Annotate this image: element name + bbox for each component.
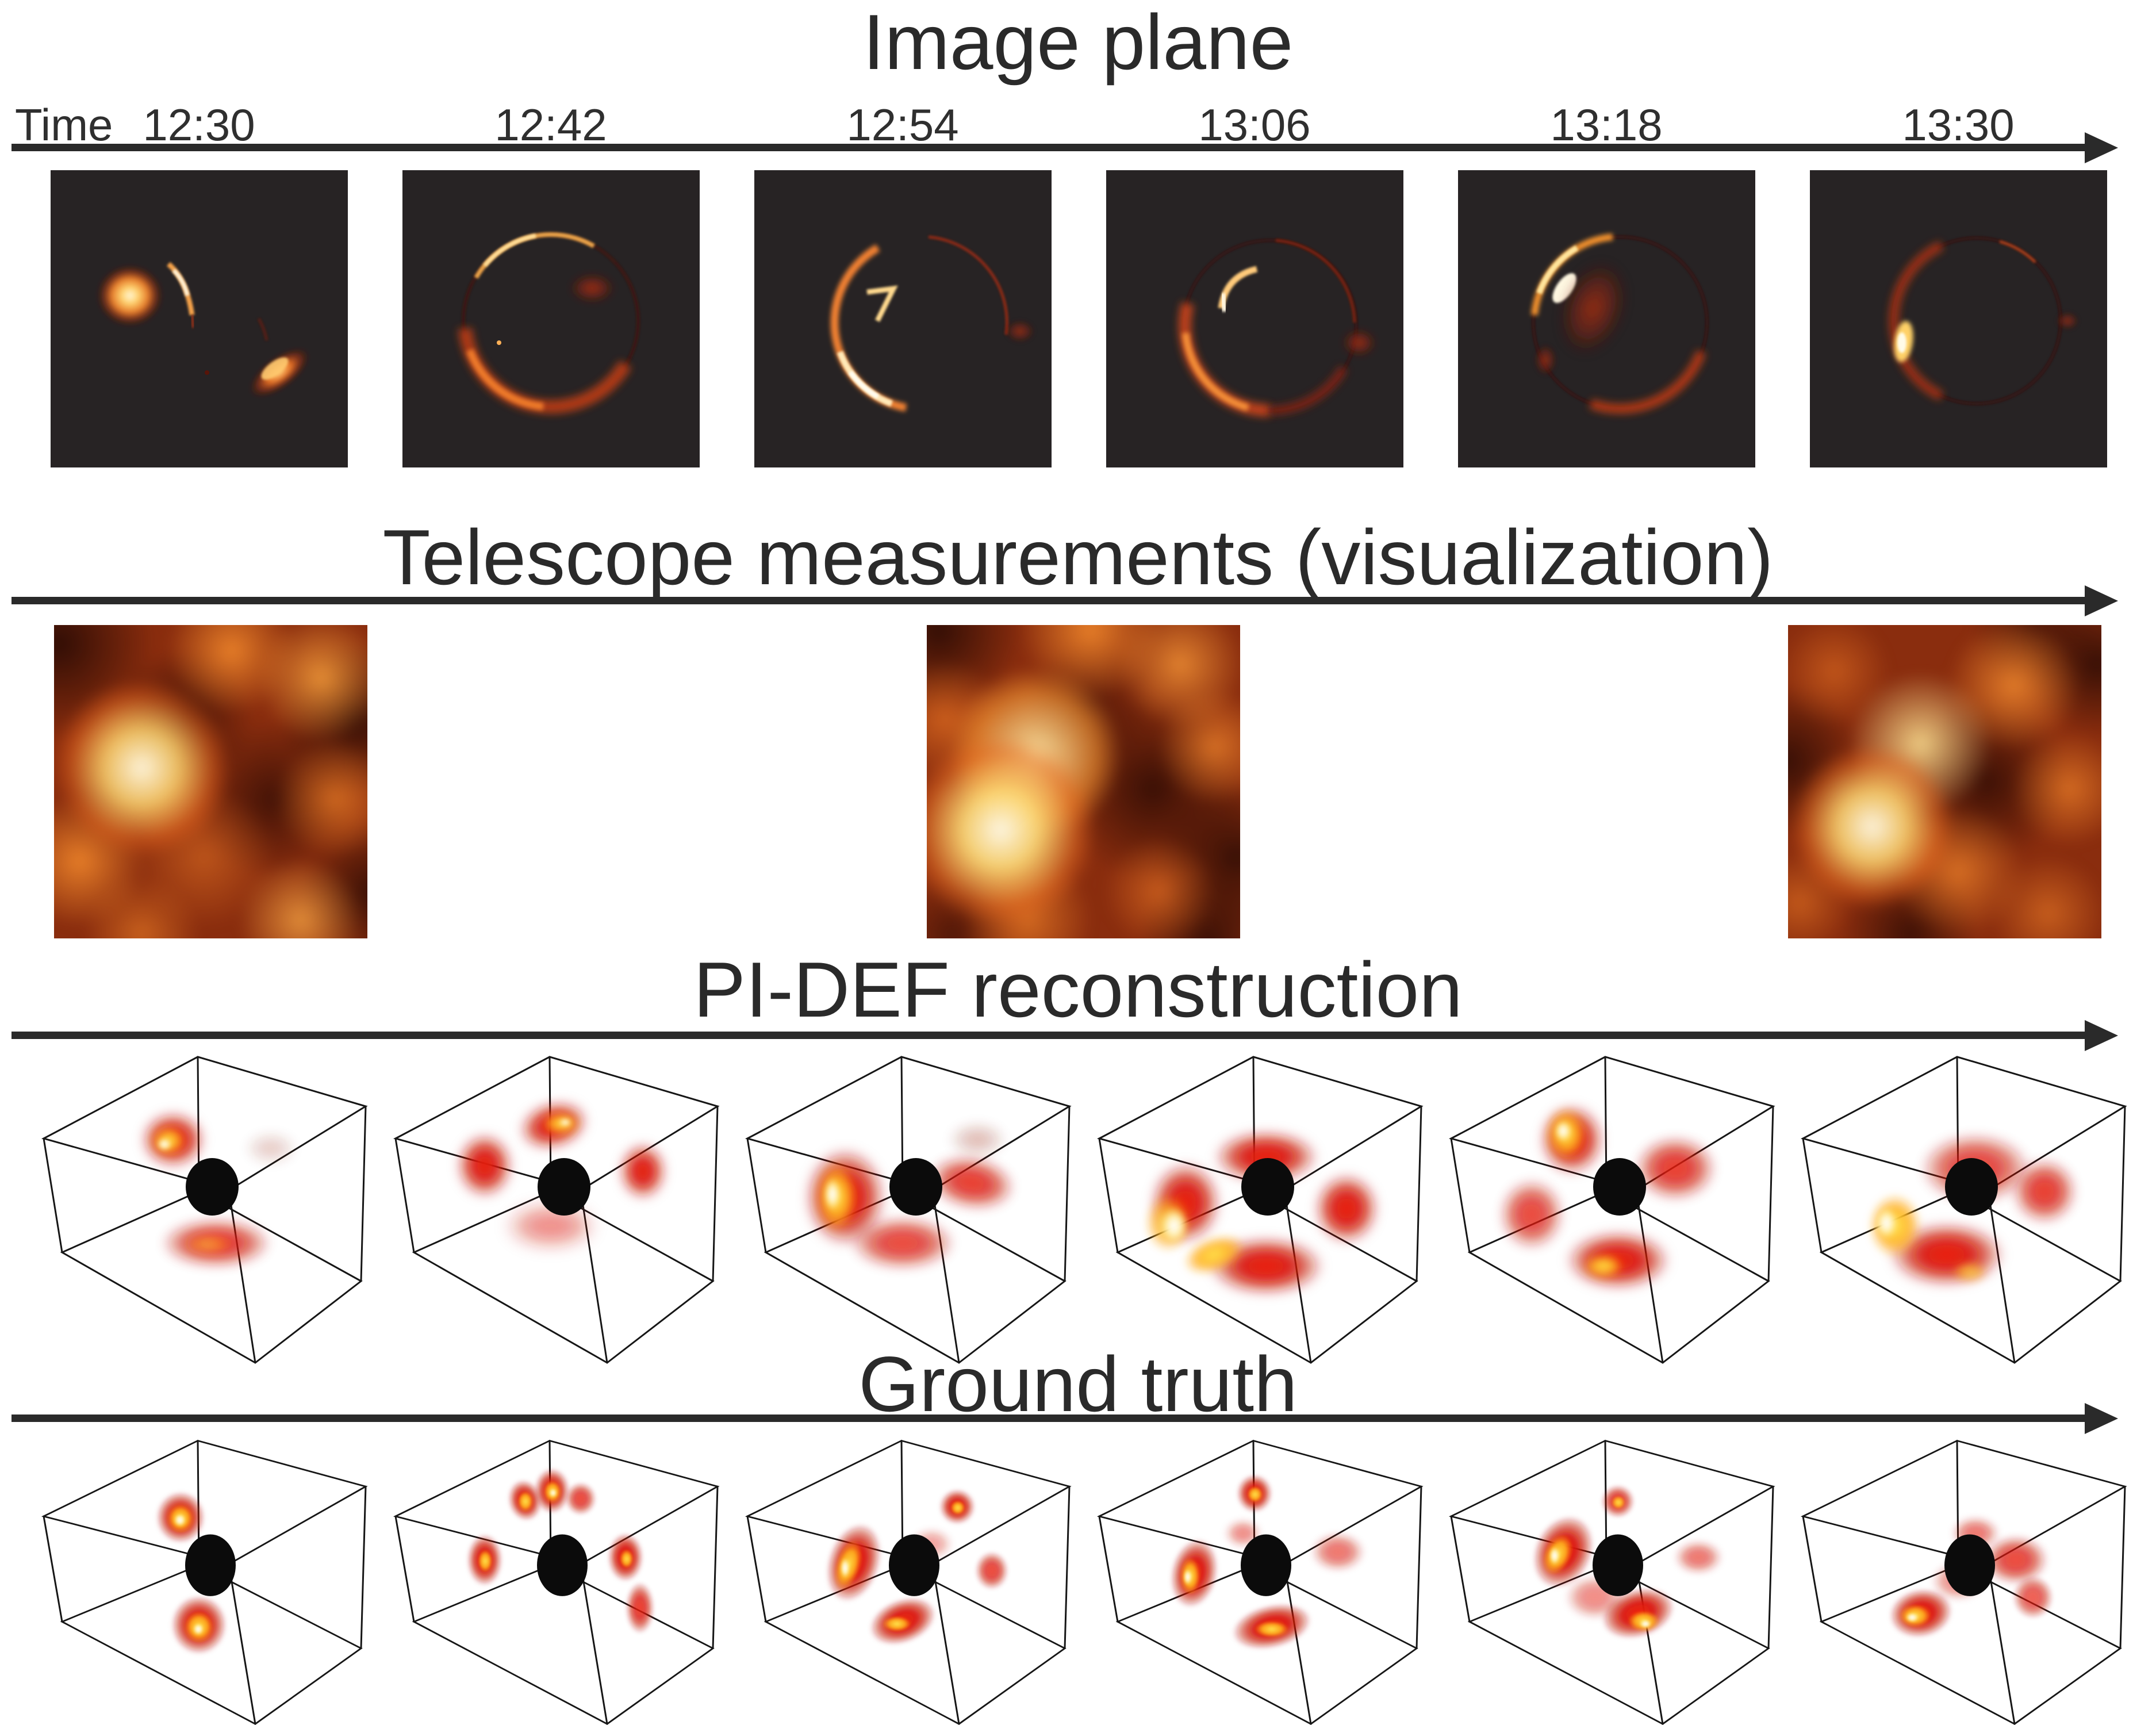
telescope-measurement-panel-2 [927, 625, 1240, 938]
volume-render [1450, 1056, 1774, 1364]
section-title-image-plane: Image plane [862, 0, 1294, 86]
black-hole-image-13-18 [1458, 170, 1755, 467]
black-hole-image-12-54 [754, 170, 1052, 467]
time-tick-4: 13:06 [1198, 99, 1311, 150]
reconstruction-volume-1 [26, 1053, 371, 1364]
volume-render [394, 1056, 719, 1364]
ground-truth-volume-5 [1434, 1438, 1779, 1725]
reconstruction-volume-2 [378, 1053, 723, 1364]
image-plane-panel-4 [1106, 170, 1403, 467]
volume-render [746, 1440, 1071, 1725]
time-tick-1: 12:30 [143, 99, 255, 150]
volume-render [1098, 1440, 1422, 1725]
image-plane-panel-2 [402, 170, 700, 467]
heatmap-image [1788, 625, 2101, 938]
volume-render [1450, 1440, 1774, 1725]
time-tick-6: 13:30 [1902, 99, 2015, 150]
ground-truth-volume-3 [730, 1438, 1075, 1725]
section-title-reconstruction: PI-DEF reconstruction [693, 946, 1463, 1033]
arrow-shaft [11, 1032, 2086, 1039]
time-tick-3: 12:54 [846, 99, 959, 150]
ground-truth-volume-4 [1082, 1438, 1427, 1725]
black-hole-image-12-30 [51, 170, 348, 467]
volume-render [746, 1056, 1071, 1364]
time-axis-label: Time [15, 99, 113, 150]
reconstruction-volume-5 [1434, 1053, 1779, 1364]
arrow-head-icon [2085, 585, 2118, 616]
image-plane-panel-3 [754, 170, 1052, 467]
ground-truth-volume-2 [378, 1438, 723, 1725]
black-hole-image-13-30 [1810, 170, 2107, 467]
arrow-shaft [11, 597, 2086, 604]
volume-render [1802, 1440, 2126, 1725]
image-plane-panel-1 [51, 170, 348, 467]
volume-render [1802, 1056, 2126, 1364]
arrow-shaft [11, 1414, 2086, 1422]
black-hole-image-12-42 [402, 170, 700, 467]
heatmap-image [927, 625, 1240, 938]
volume-render [394, 1440, 719, 1725]
telescope-measurement-panel-1 [54, 625, 367, 938]
time-tick-5: 13:18 [1550, 99, 1663, 150]
ground-truth-volume-6 [1786, 1438, 2131, 1725]
black-hole-image-13-06 [1106, 170, 1403, 467]
image-plane-panel-6 [1810, 170, 2107, 467]
section-title-telescope: Telescope measurements (visualization) [382, 513, 1774, 601]
arrow-head-icon [2085, 132, 2118, 163]
telescope-measurement-panel-3 [1788, 625, 2101, 938]
ground-truth-volume-1 [26, 1438, 371, 1725]
volume-render [43, 1056, 367, 1364]
reconstruction-volume-4 [1082, 1053, 1427, 1364]
heatmap-image [54, 625, 367, 938]
arrow-head-icon [2085, 1020, 2118, 1051]
reconstruction-volume-6 [1786, 1053, 2131, 1364]
volume-render [43, 1440, 367, 1725]
section-title-ground-truth: Ground truth [858, 1340, 1298, 1428]
image-plane-panel-5 [1458, 170, 1755, 467]
arrow-head-icon [2085, 1403, 2118, 1434]
reconstruction-volume-3 [730, 1053, 1075, 1364]
arrow-shaft [11, 144, 2086, 151]
time-tick-2: 12:42 [494, 99, 607, 150]
volume-render [1098, 1056, 1422, 1364]
